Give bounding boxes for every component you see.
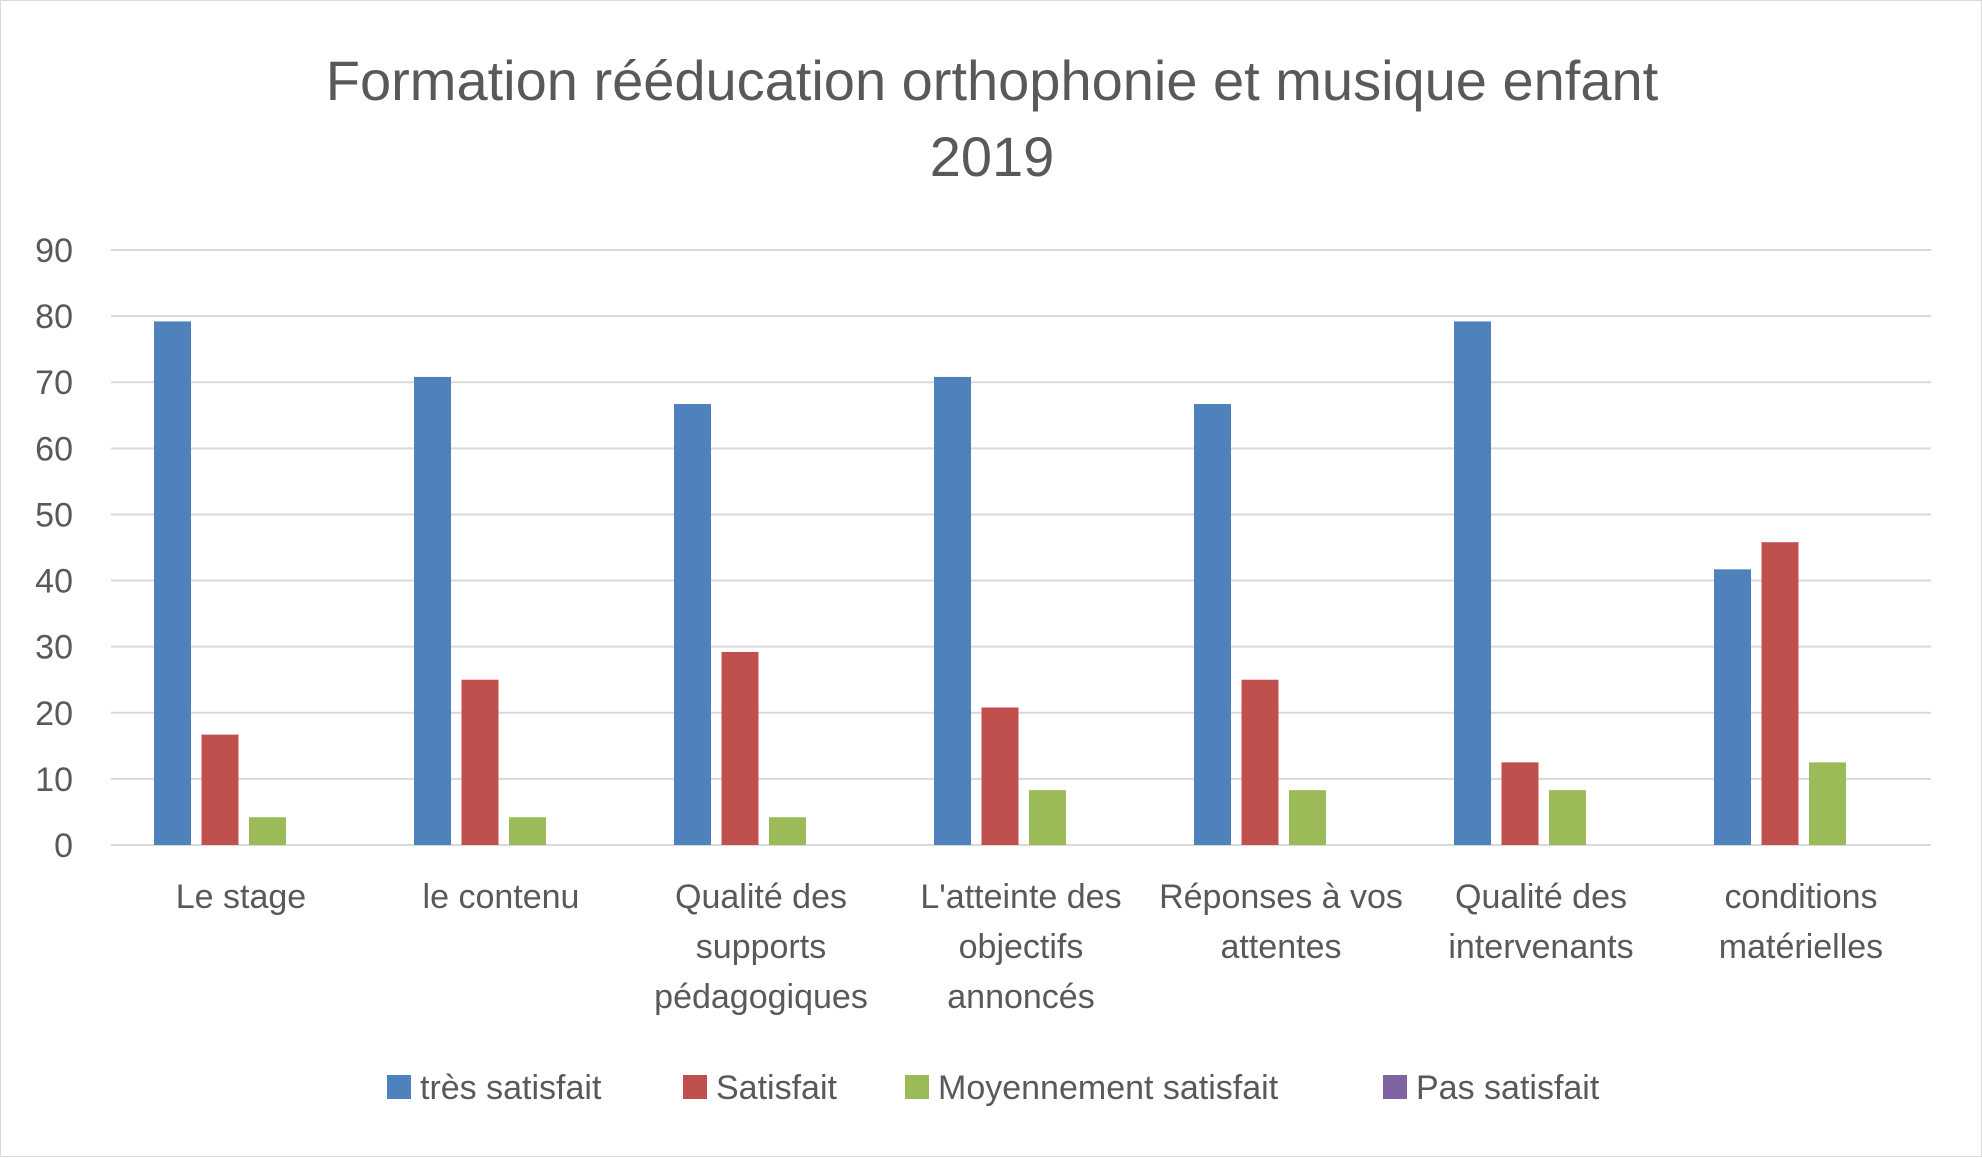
legend-swatch-3 xyxy=(905,1075,929,1099)
bar-1-2 xyxy=(414,376,451,845)
legend-label-1: très satisfait xyxy=(420,1069,602,1107)
legend-label-2: Satisfait xyxy=(716,1069,837,1107)
y-tick-label-10: 10 xyxy=(35,761,73,799)
chart-title-line-2: 2019 xyxy=(929,125,1055,188)
bar-2-6 xyxy=(1501,762,1539,845)
category-label-line: Réponses à vos xyxy=(1159,878,1403,916)
bar-1-6 xyxy=(1454,321,1491,845)
bar-1-7 xyxy=(1714,569,1751,845)
bar-3-1 xyxy=(249,817,286,845)
chart-title-line-1: Formation rééducation orthophonie et mus… xyxy=(325,49,1659,112)
category-label-line: Qualité des xyxy=(1455,878,1627,916)
category-label-4: L'atteinte des objectifs annoncés xyxy=(920,878,1121,1016)
category-label-1: Le stage xyxy=(176,878,306,916)
bar-2-2 xyxy=(461,679,499,845)
legend-swatch-1 xyxy=(387,1075,411,1099)
bar-2-5 xyxy=(1241,679,1279,845)
bar-3-4 xyxy=(1029,790,1066,845)
bar-1-3 xyxy=(674,404,711,845)
category-label-line: annoncés xyxy=(947,978,1094,1016)
category-label-line: conditions xyxy=(1724,878,1877,916)
y-tick-label-0: 0 xyxy=(54,827,73,865)
bar-2-3 xyxy=(721,651,759,845)
bar-2-4 xyxy=(981,707,1019,845)
y-tick-label-90: 90 xyxy=(35,232,73,270)
bar-2-1 xyxy=(201,734,239,845)
category-label-line: supports xyxy=(696,928,826,966)
category-label-line: Qualité des xyxy=(675,878,847,916)
category-label-line: L'atteinte des xyxy=(920,878,1121,916)
y-tick-label-60: 60 xyxy=(35,430,73,468)
bar-1-4 xyxy=(934,376,971,845)
y-tick-label-20: 20 xyxy=(35,695,73,733)
category-label-line: Le stage xyxy=(176,878,306,916)
bar-3-6 xyxy=(1549,790,1586,845)
category-label-line: pédagogiques xyxy=(654,978,868,1016)
legend-swatch-4 xyxy=(1383,1075,1407,1099)
y-tick-label-30: 30 xyxy=(35,629,73,667)
legend-label-4: Pas satisfait xyxy=(1416,1069,1600,1107)
category-label-2: le contenu xyxy=(423,878,580,916)
category-label-5: Réponses à vos attentes xyxy=(1159,878,1403,966)
category-label-6: Qualité des intervenants xyxy=(1448,878,1633,966)
bar-1-5 xyxy=(1194,404,1231,845)
bar-3-2 xyxy=(509,817,546,845)
category-label-line: objectifs xyxy=(959,928,1084,966)
category-label-3: Qualité des supports pédagogiques xyxy=(654,878,868,1016)
category-label-line: intervenants xyxy=(1448,928,1633,966)
bar-2-7 xyxy=(1761,542,1799,845)
bar-3-3 xyxy=(769,817,806,845)
category-label-line: le contenu xyxy=(423,878,580,916)
y-tick-label-40: 40 xyxy=(35,563,73,601)
y-tick-label-80: 80 xyxy=(35,298,73,336)
category-label-line: attentes xyxy=(1221,928,1342,966)
y-tick-label-50: 50 xyxy=(35,496,73,534)
bar-3-7 xyxy=(1809,762,1846,845)
y-tick-label-70: 70 xyxy=(35,364,73,402)
legend-label-3: Moyennement satisfait xyxy=(938,1069,1279,1107)
bar-3-5 xyxy=(1289,790,1326,845)
legend-swatch-2 xyxy=(683,1075,707,1099)
category-label-7: conditions matérielles xyxy=(1719,878,1883,966)
category-label-line: matérielles xyxy=(1719,928,1883,966)
bar-1-1 xyxy=(154,321,191,845)
